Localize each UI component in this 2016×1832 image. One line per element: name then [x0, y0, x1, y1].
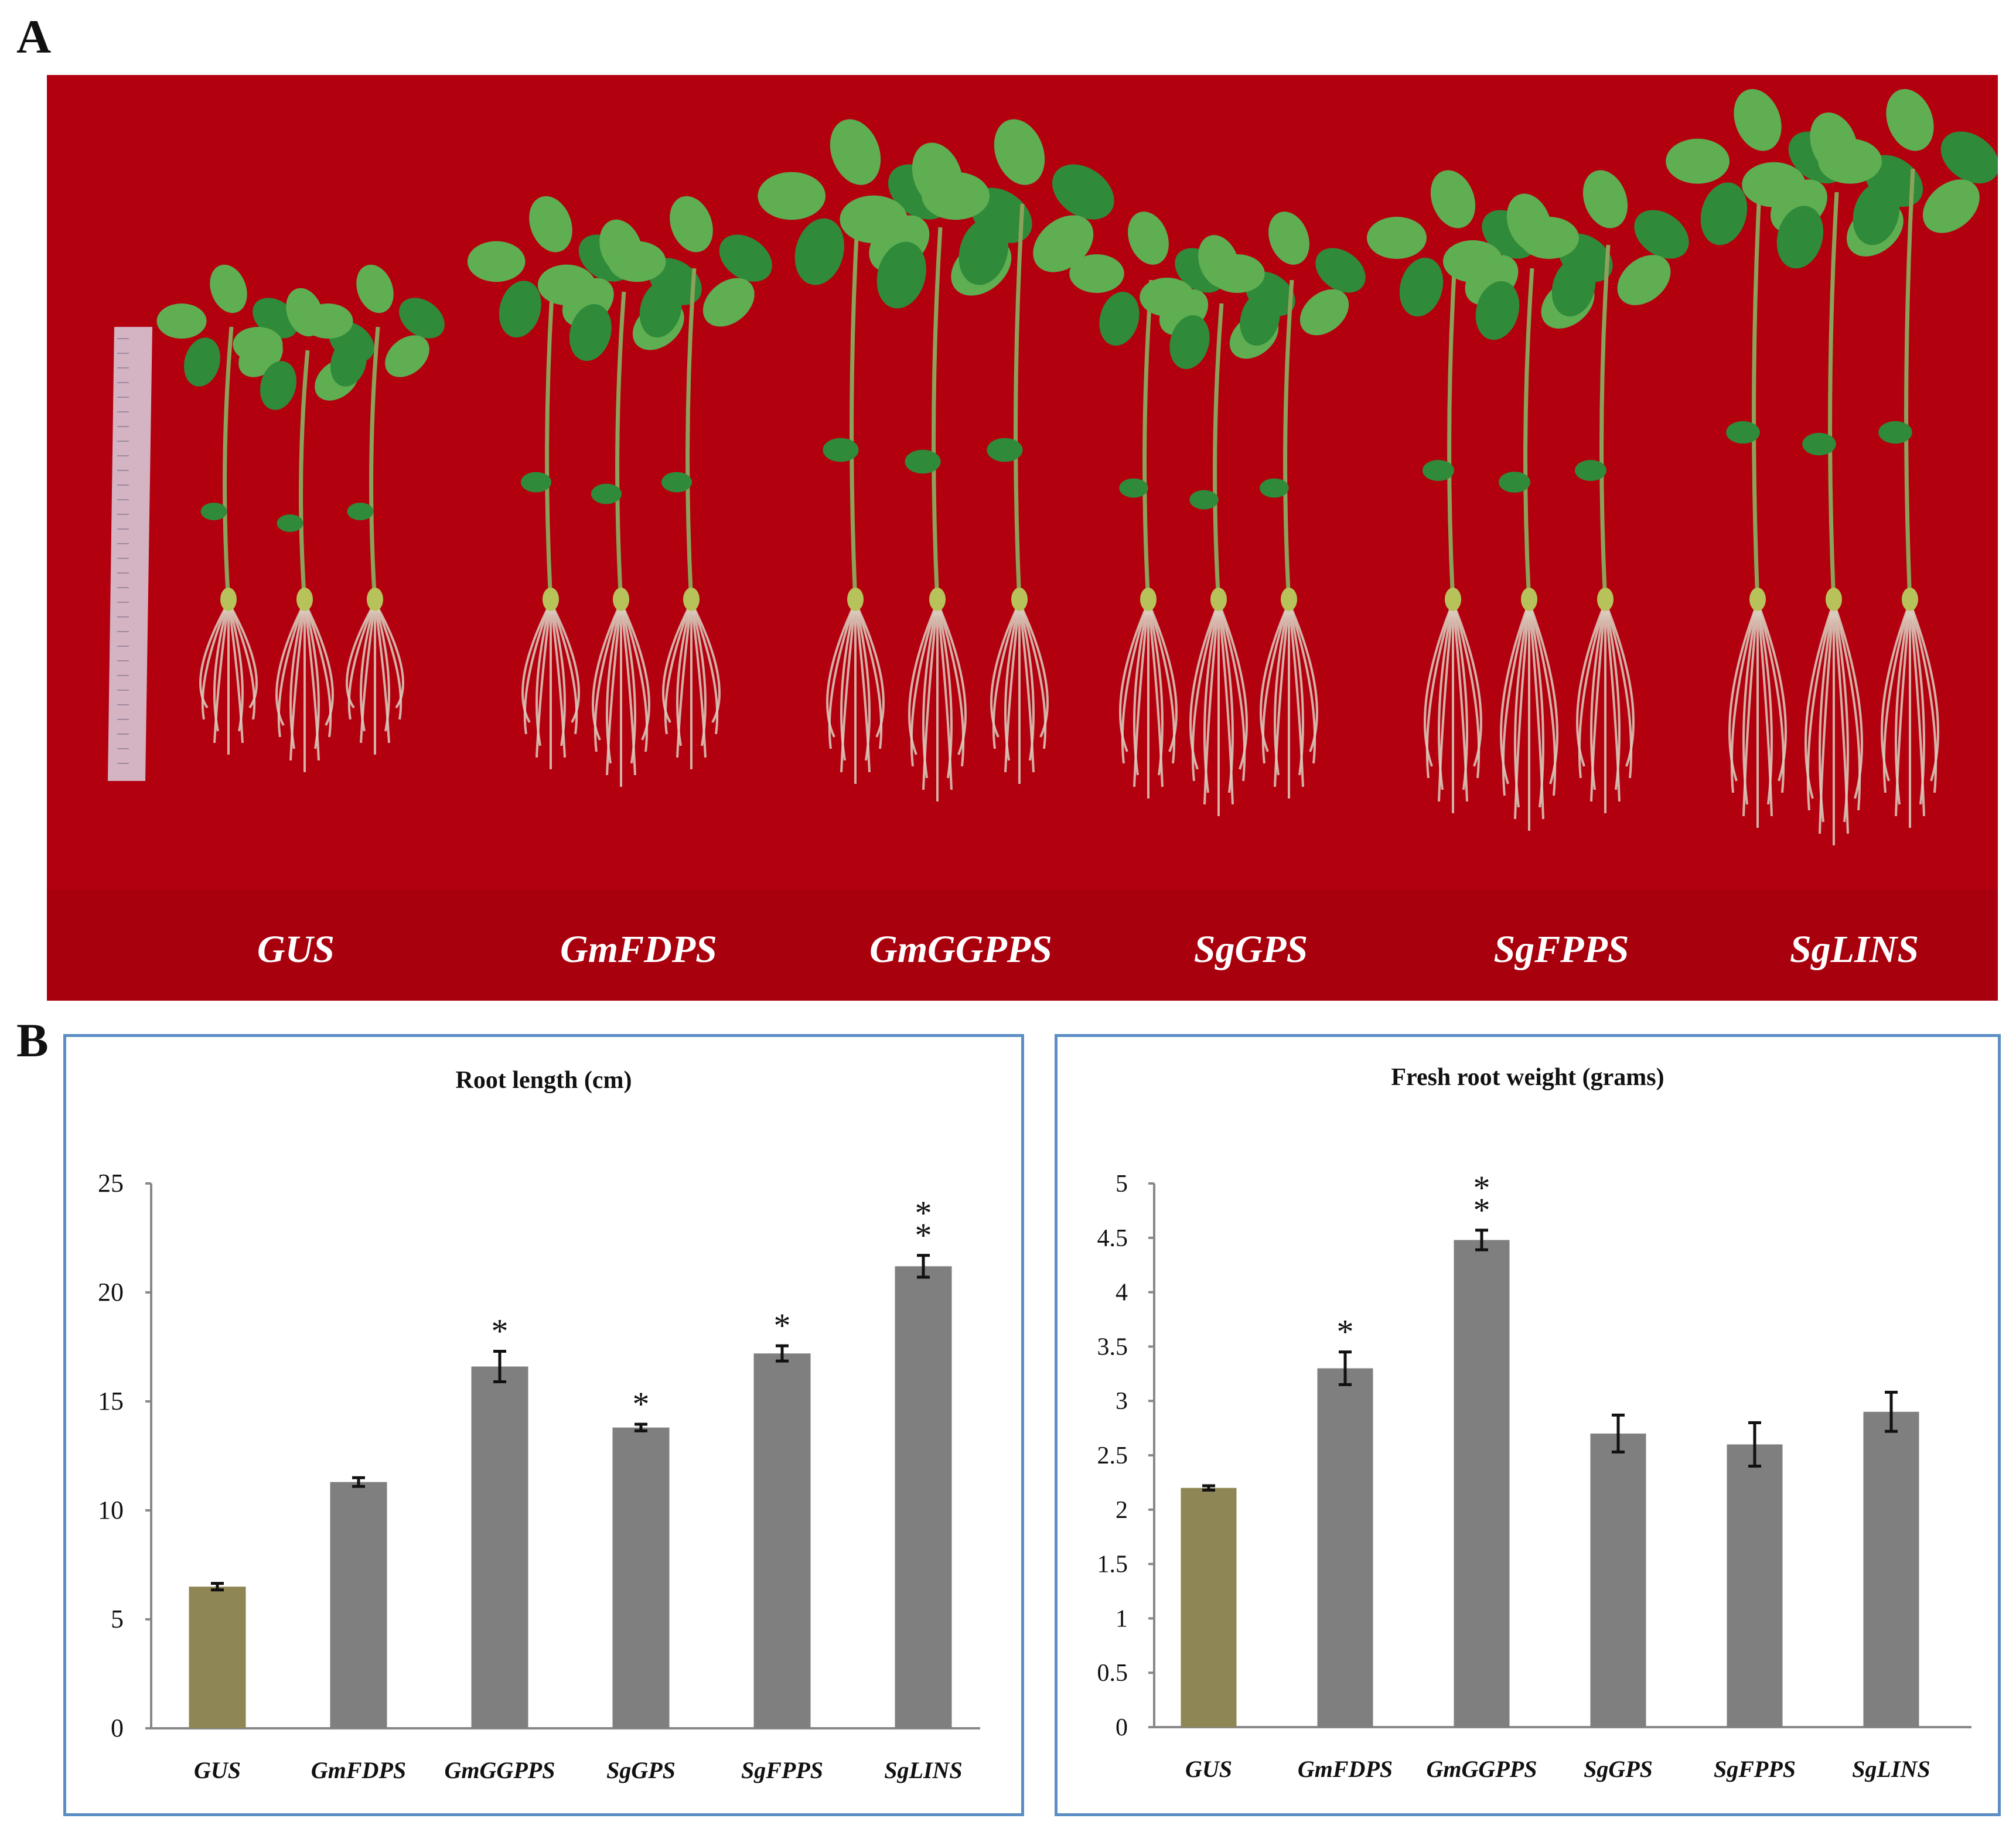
bar-sggps [1590, 1433, 1646, 1727]
y-tick-label: 4.5 [1097, 1225, 1128, 1252]
y-tick-label: 10 [98, 1496, 124, 1524]
root-weight-chart-box: Fresh root weight (grams) 0 0.5 1 1.5 2 2.5 3 3… [1055, 1034, 2001, 1816]
y-tick-label: 2 [1116, 1497, 1128, 1524]
photo-label-sggps: SgGPS [1193, 928, 1308, 971]
error-bar [917, 1254, 930, 1279]
error-bar [352, 1476, 365, 1488]
significance-marker: * [915, 1194, 932, 1232]
category-label: SgFPPS [741, 1757, 823, 1783]
y-tick-label: 0.5 [1097, 1660, 1128, 1687]
significance-marker: * [492, 1312, 509, 1350]
ruler [108, 327, 152, 781]
y-tick-label: 15 [98, 1387, 124, 1415]
y-tick-label: 0 [111, 1714, 124, 1742]
seedling-group [1069, 211, 1366, 816]
y-tick-label: 5 [1116, 1171, 1128, 1198]
category-label: GmFDPS [311, 1757, 406, 1783]
seedling-group [156, 264, 445, 772]
error-bar [1748, 1421, 1761, 1468]
seedling-group [758, 119, 1114, 801]
seedling-group [1367, 170, 1689, 831]
root-weight-chart: 00.511.522.533.544.55GUS*GmFDPS**GmGGPPS… [1097, 1169, 1971, 1782]
y-tick-label: 3 [1116, 1388, 1128, 1415]
significance-marker: * [633, 1385, 650, 1423]
error-bar [1885, 1390, 1898, 1433]
bar-gmfdps [1317, 1368, 1373, 1727]
category-label: GUS [1185, 1756, 1232, 1782]
error-bar [493, 1349, 506, 1384]
root-weight-chart-title: Fresh root weight (grams) [1391, 1064, 1664, 1091]
bar-sggps [612, 1427, 670, 1728]
bar-sgfpps [1727, 1444, 1783, 1727]
error-bar [776, 1344, 789, 1363]
category-label: SgLINS [884, 1757, 962, 1783]
photo-label-sglins: SgLINS [1789, 928, 1919, 971]
bar-gus [1181, 1488, 1237, 1727]
error-bar [1475, 1229, 1488, 1251]
category-label: SgLINS [1852, 1756, 1930, 1782]
y-tick-label: 0 [1116, 1714, 1128, 1741]
bar-gus [189, 1587, 246, 1728]
category-label: GmGGPPS [445, 1757, 555, 1783]
y-tick-label: 20 [98, 1278, 124, 1306]
category-label: SgGPS [1584, 1756, 1653, 1782]
bar-gmggpps [1454, 1240, 1510, 1727]
category-label: SgFPPS [1714, 1756, 1796, 1782]
y-tick-label: 1 [1116, 1605, 1128, 1632]
seedlings-illustration [108, 89, 1998, 845]
y-tick-label: 4 [1116, 1280, 1128, 1306]
y-tick-label: 5 [111, 1605, 124, 1633]
significance-marker: * [1337, 1313, 1354, 1351]
seedling-group [467, 196, 772, 787]
root-length-chart-box: Root length (cm) 0 5 10 15 20 25 GUS GmFDPS * GmG… [63, 1034, 1024, 1816]
panel-b-label: B [16, 1014, 49, 1067]
significance-marker: * [1473, 1191, 1490, 1229]
bar-gmggpps [471, 1366, 528, 1728]
category-label: GmGGPPS [1427, 1756, 1537, 1782]
significance-marker: * [915, 1216, 932, 1254]
photo-label-sgfpps: SgFPPS [1493, 928, 1629, 971]
photo-label-gus: GUS [257, 928, 335, 971]
error-bar [1339, 1350, 1352, 1386]
photo-label-gmfdps: GmFDPS [560, 928, 717, 971]
y-tick-label: 3.5 [1097, 1333, 1128, 1360]
root-length-chart-title: Root length (cm) [455, 1067, 632, 1094]
photo-label-gmggpps: GmGGPPS [869, 928, 1052, 971]
y-tick-label: 1.5 [1097, 1551, 1128, 1578]
significance-marker: * [774, 1306, 791, 1345]
significance-marker: * [1473, 1169, 1490, 1207]
bar-sglins [895, 1266, 952, 1728]
bar-sglins [1863, 1411, 1919, 1727]
category-label: SgGPS [606, 1757, 676, 1783]
photo-label-band [47, 889, 1998, 1001]
error-bar [211, 1582, 224, 1592]
error-bar [635, 1422, 647, 1432]
panel-a-label: A [16, 10, 52, 63]
seedling-group [1666, 89, 1998, 845]
bar-sgfpps [753, 1353, 811, 1728]
bar-gmfdps [330, 1482, 387, 1728]
error-bar [1202, 1484, 1215, 1492]
y-tick-label: 2.5 [1097, 1442, 1128, 1469]
category-label: GUS [194, 1757, 241, 1783]
root-length-chart: 0 5 10 15 20 25 GUS GmFDPS * GmGGPPS * SgGPS * SgFPPS… [98, 1169, 980, 1783]
error-bar [1612, 1413, 1625, 1454]
y-tick-label: 25 [98, 1169, 124, 1198]
seedling-photo: GUS GmFDPS GmGGPPS SgGPS SgFPPS SgLINS [47, 75, 1998, 1001]
category-label: GmFDPS [1298, 1756, 1393, 1782]
